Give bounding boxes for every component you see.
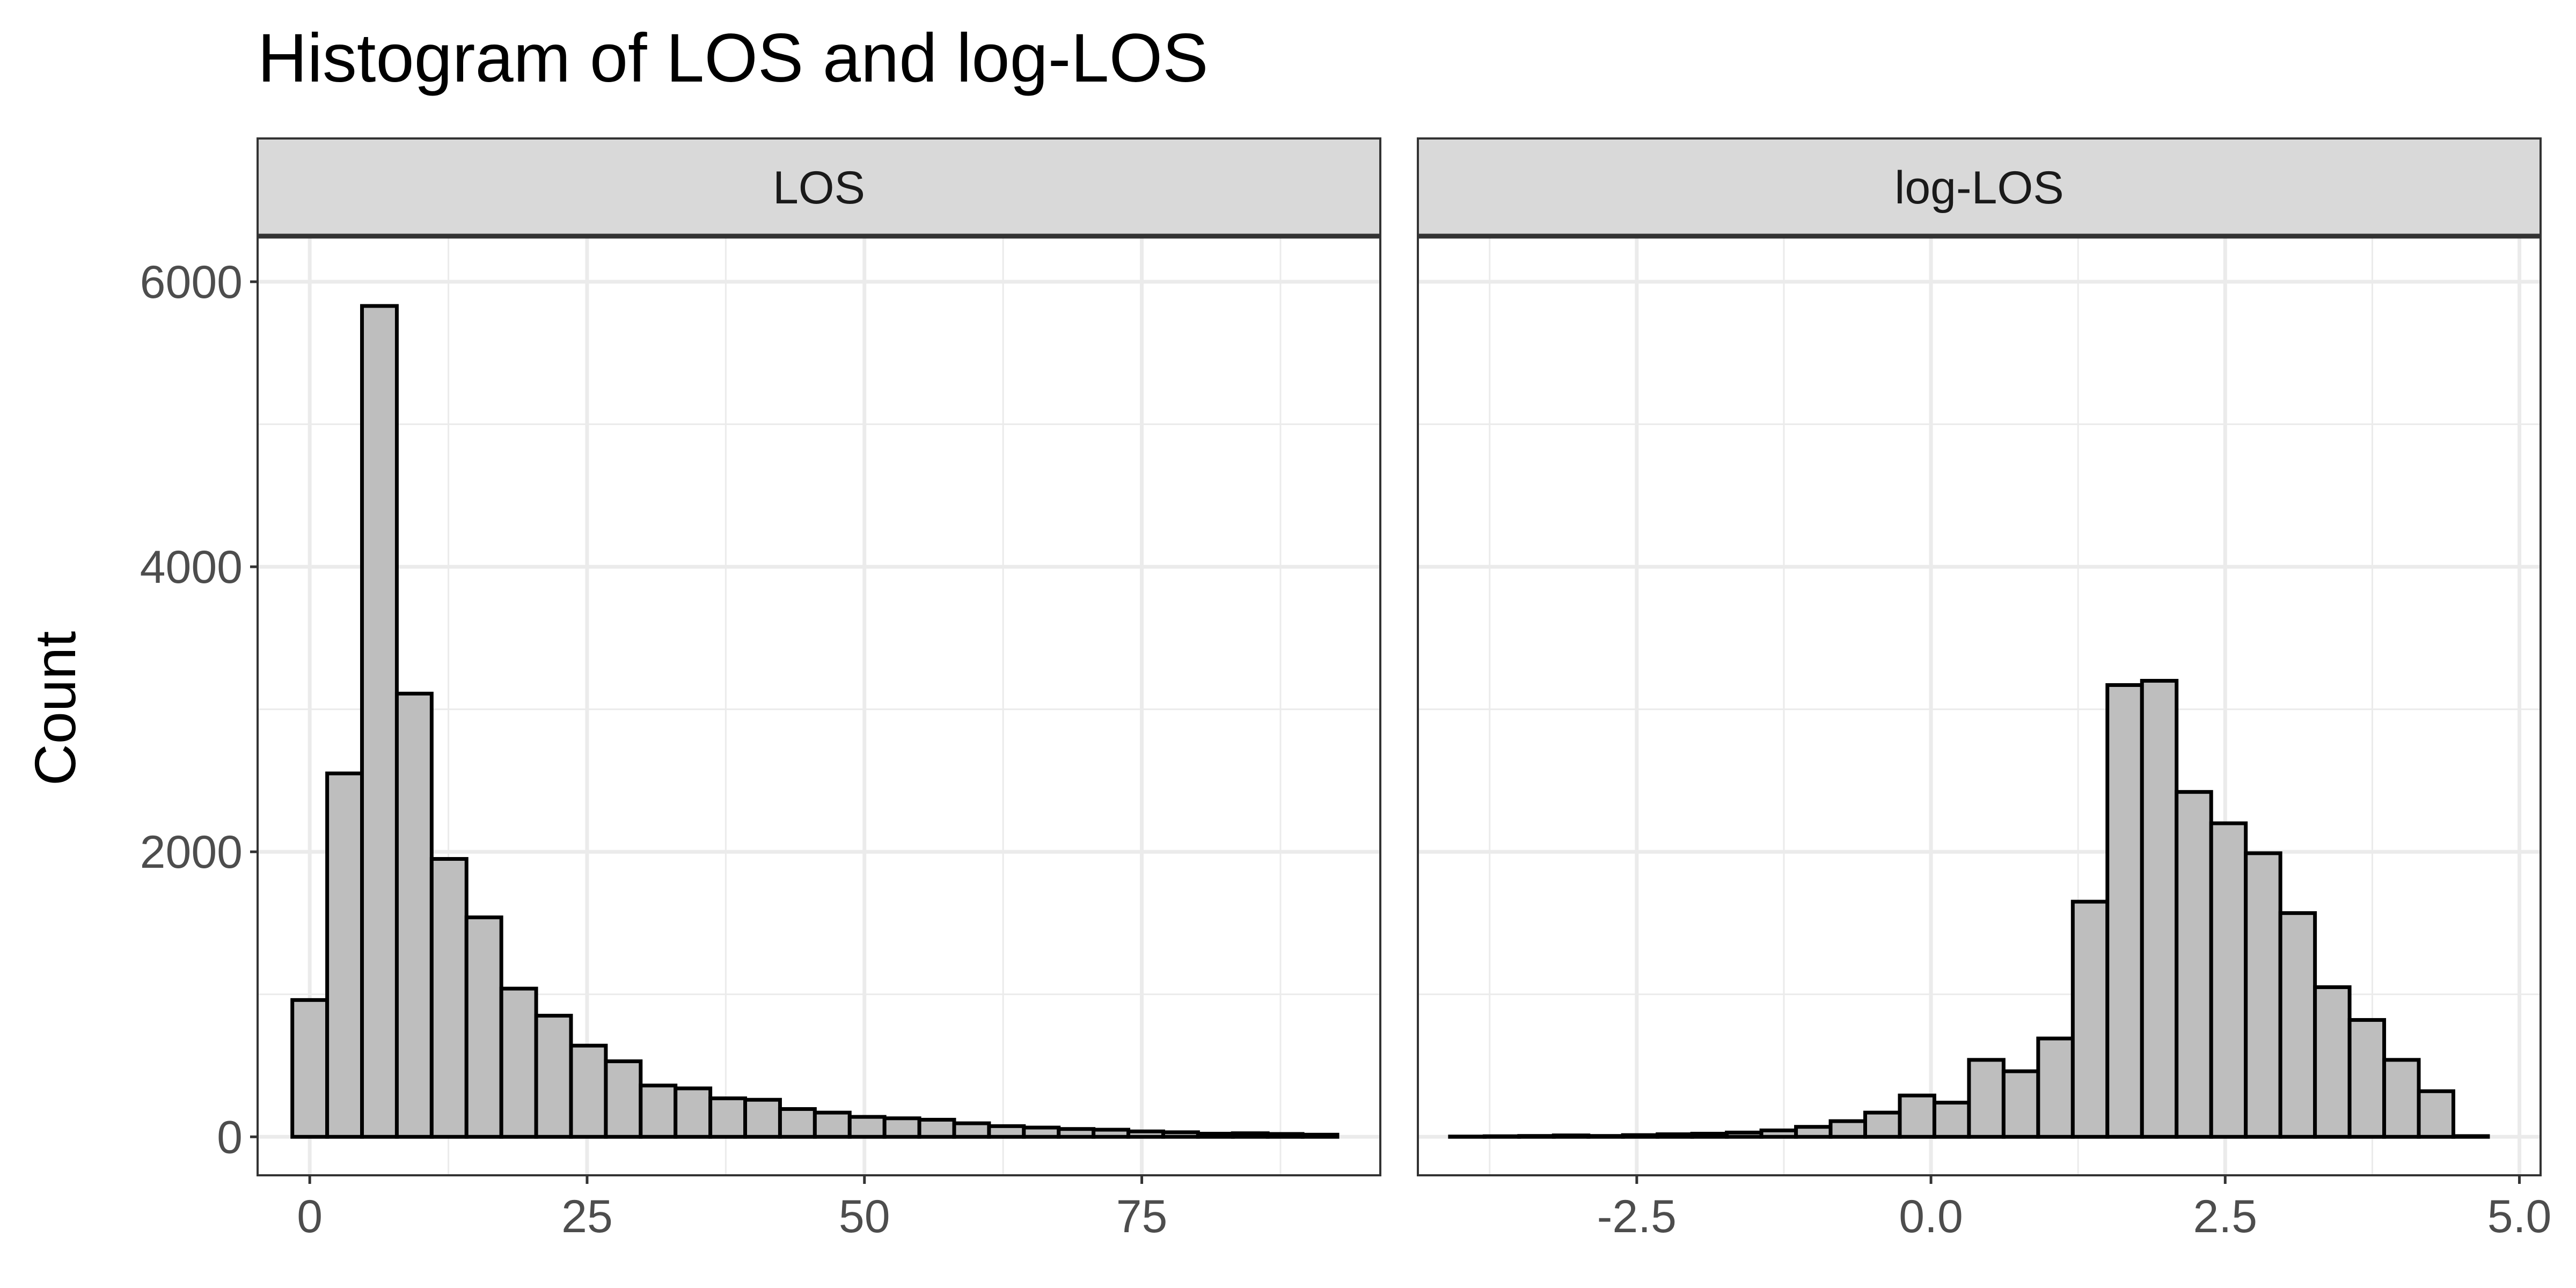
histogram-bar — [1621, 1133, 1660, 1139]
histogram-bar — [429, 857, 469, 1139]
histogram-bar — [325, 771, 364, 1139]
histogram-bar — [2382, 1058, 2421, 1139]
histogram-bar — [1759, 1128, 1798, 1139]
histogram-bar — [2451, 1134, 2490, 1139]
histogram-bar — [1196, 1131, 1235, 1139]
histogram-bar — [987, 1124, 1026, 1139]
histogram-bar — [1794, 1125, 1833, 1139]
x-tick-label: 2.5 — [2193, 1191, 2258, 1242]
histogram-bar — [743, 1097, 782, 1139]
y-tick-label: 2000 — [140, 826, 243, 878]
histogram-bar — [1231, 1131, 1270, 1139]
strip-background — [1417, 137, 2542, 237]
histogram-bar — [604, 1059, 643, 1139]
histogram-bar — [1898, 1093, 1936, 1139]
histogram-bar — [499, 986, 538, 1139]
histogram-bar — [674, 1086, 713, 1139]
strip-label: log-LOS — [1894, 162, 2064, 214]
panel-los: LOS 0 25 50 75 — [257, 137, 1381, 1242]
histogram-bar — [2001, 1069, 2040, 1139]
histogram-bar — [394, 691, 434, 1139]
x-tick-label: 0 — [297, 1191, 323, 1242]
histogram-bar — [1586, 1134, 1625, 1139]
histogram-bar — [2209, 821, 2248, 1139]
strip-background — [257, 137, 1381, 237]
histogram-bar — [1022, 1125, 1061, 1139]
histogram-bar — [290, 998, 330, 1139]
histogram-bar — [1265, 1132, 1305, 1139]
histogram-bar — [1690, 1131, 1729, 1139]
histogram-bar — [2140, 679, 2179, 1139]
histogram-bar — [639, 1084, 678, 1139]
histogram-bar — [1126, 1129, 1165, 1139]
histogram-bar — [2313, 985, 2352, 1139]
histogram-bar — [1517, 1134, 1556, 1139]
histogram-bar — [2244, 851, 2282, 1139]
histogram-bar — [1967, 1058, 2006, 1139]
strip-label: LOS — [773, 162, 865, 214]
chart-title: Histogram of LOS and log-LOS — [258, 20, 1209, 97]
histogram-bar — [1092, 1128, 1131, 1139]
x-tick-label: 25 — [561, 1191, 613, 1242]
histogram-bar — [882, 1116, 921, 1139]
y-tick-label: 4000 — [140, 541, 243, 593]
x-tick-label: 0.0 — [1899, 1191, 1963, 1242]
histogram-bar — [1057, 1127, 1096, 1139]
histogram-bar — [1863, 1110, 1902, 1139]
histogram-bar — [1828, 1119, 1868, 1139]
histogram-bar — [952, 1121, 991, 1139]
x-tick-label: 75 — [1116, 1191, 1168, 1242]
histogram-bar — [1300, 1132, 1340, 1139]
histogram-bar — [1932, 1101, 1971, 1139]
histogram-bar — [1161, 1130, 1200, 1139]
histogram-bar — [360, 304, 399, 1139]
y-tick-label: 0 — [217, 1111, 243, 1163]
histogram-bar — [2105, 683, 2144, 1139]
histogram-bar — [1656, 1132, 1694, 1139]
histogram-bar — [1482, 1134, 1521, 1139]
histogram-bar — [464, 915, 503, 1139]
x-tick-label: 50 — [839, 1191, 890, 1242]
histogram-bar — [847, 1115, 887, 1139]
histogram-bar — [813, 1110, 852, 1139]
y-tick-label: 6000 — [140, 257, 243, 308]
histogram-bar — [2417, 1089, 2456, 1139]
x-tick-label: -2.5 — [1597, 1191, 1677, 1242]
histogram-bar — [534, 1014, 573, 1139]
y-axis-title: Count — [23, 631, 87, 786]
histogram-bar — [1552, 1133, 1591, 1139]
histogram-bar — [2278, 911, 2317, 1139]
histogram-bar — [569, 1043, 608, 1139]
histogram-bar — [2070, 899, 2110, 1139]
histogram-bar — [2036, 1036, 2075, 1139]
histogram-bar — [917, 1117, 956, 1139]
histogram-bar — [2175, 790, 2213, 1139]
panel-log-los: log-LOS -2.5 0.0 2.5 5.0 — [1417, 137, 2552, 1242]
x-tick-label: 5.0 — [2487, 1191, 2552, 1242]
facet-panels: 0 2000 4000 6000 LOS 0 25 50 75 log-LOS -2.5 0.0 2.5… — [140, 137, 2552, 1242]
histogram-bar — [778, 1107, 817, 1139]
histogram-bar — [1725, 1130, 1763, 1139]
histogram-bar — [708, 1096, 748, 1139]
histogram-bar — [2347, 1018, 2387, 1139]
